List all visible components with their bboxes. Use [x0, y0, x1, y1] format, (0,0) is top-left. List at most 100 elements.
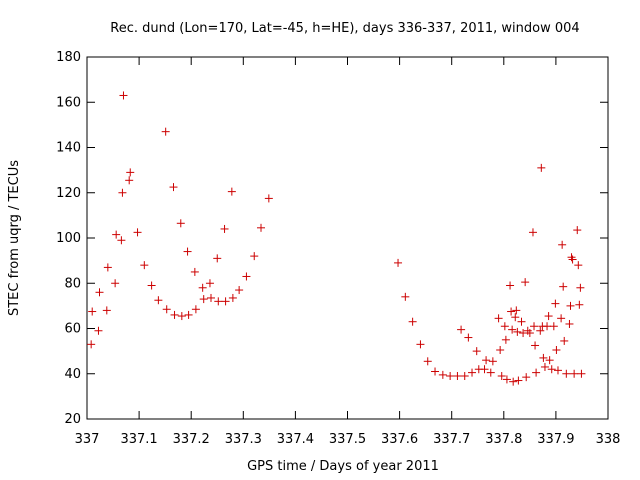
data-point — [416, 340, 425, 349]
y-tick-label: 20 — [64, 412, 81, 427]
data-point — [486, 368, 495, 377]
data-point — [501, 335, 510, 344]
data-point — [227, 187, 236, 196]
data-point — [537, 163, 546, 172]
data-point — [519, 329, 528, 338]
data-point — [577, 369, 586, 378]
data-point — [460, 372, 469, 381]
data-point — [502, 375, 511, 384]
data-point — [530, 322, 539, 331]
data-point — [125, 176, 134, 185]
data-point — [557, 314, 566, 323]
data-point — [574, 261, 583, 270]
data-point — [119, 91, 128, 100]
data-point — [560, 336, 569, 345]
data-point — [545, 356, 554, 365]
data-point — [522, 373, 531, 382]
data-point — [457, 325, 466, 334]
data-point — [532, 368, 541, 377]
data-point — [539, 353, 548, 362]
data-point — [506, 281, 515, 290]
data-point — [528, 228, 537, 237]
data-point — [95, 288, 104, 297]
data-point — [472, 347, 481, 356]
data-point — [480, 365, 489, 374]
y-tick-label: 160 — [56, 95, 81, 110]
data-point — [468, 368, 477, 377]
data-point — [221, 297, 230, 306]
x-tick-label: 337.4 — [277, 432, 314, 447]
x-tick-label: 337.7 — [433, 432, 470, 447]
y-tick-label: 40 — [64, 367, 81, 382]
data-point — [111, 279, 120, 288]
data-points — [87, 91, 586, 386]
data-point — [507, 307, 516, 316]
y-tick-label: 120 — [56, 186, 81, 201]
y-tick-label: 60 — [64, 322, 81, 337]
data-point — [102, 306, 111, 315]
data-point — [562, 369, 571, 378]
data-point — [514, 376, 523, 385]
data-point — [401, 292, 410, 301]
y-tick-label: 100 — [56, 231, 81, 246]
data-point — [88, 307, 97, 316]
data-point — [525, 329, 534, 338]
data-point — [228, 293, 237, 302]
data-point — [438, 370, 447, 379]
data-point — [497, 372, 506, 381]
data-point — [176, 219, 185, 228]
x-tick-label: 337.6 — [381, 432, 418, 447]
data-point — [494, 314, 503, 323]
data-point — [154, 296, 163, 305]
data-point — [523, 326, 532, 335]
data-point — [547, 365, 556, 374]
y-tick-label: 180 — [56, 50, 81, 65]
data-point — [517, 317, 526, 326]
data-point — [87, 340, 96, 349]
data-point — [464, 333, 473, 342]
data-point — [206, 293, 215, 302]
data-point — [496, 345, 505, 354]
data-point — [183, 247, 192, 256]
data-point — [264, 194, 273, 203]
y-tick-label: 80 — [64, 276, 81, 291]
data-point — [500, 322, 509, 331]
data-point — [423, 357, 432, 366]
data-point — [559, 282, 568, 291]
data-point — [126, 168, 135, 177]
data-point — [549, 322, 558, 331]
data-point — [567, 253, 576, 262]
data-point — [169, 183, 178, 192]
data-point — [170, 310, 179, 319]
y-tick-label: 140 — [56, 141, 81, 156]
data-point — [408, 317, 417, 326]
data-point — [565, 319, 574, 328]
x-axis: 337 337.1 337.2 337.3 337.4 337.5 337.6 337.7 33… — [75, 57, 621, 447]
data-point — [509, 377, 518, 386]
data-point — [140, 261, 149, 270]
data-point — [394, 258, 403, 267]
x-tick-label: 337.1 — [120, 432, 157, 447]
data-point — [512, 306, 521, 315]
data-point — [540, 362, 549, 371]
x-tick-label: 337.5 — [329, 432, 366, 447]
data-point — [576, 283, 585, 292]
data-point — [191, 305, 200, 314]
data-point — [257, 223, 266, 232]
x-tick-label: 337.3 — [225, 432, 262, 447]
data-point — [198, 283, 207, 292]
x-tick-label: 338 — [596, 432, 621, 447]
data-point — [446, 372, 455, 381]
data-point — [431, 367, 440, 376]
y-axis-label: STEC from uqrg / TECUs — [7, 160, 22, 316]
data-point — [570, 369, 579, 378]
data-point — [184, 310, 193, 319]
data-point — [568, 255, 577, 264]
data-point — [551, 299, 560, 308]
data-point — [508, 325, 517, 334]
data-point — [558, 240, 567, 249]
y-axis: 20 40 60 80 100 120 140 160 180 — [56, 50, 608, 427]
data-point — [199, 295, 208, 304]
data-point — [94, 326, 103, 335]
